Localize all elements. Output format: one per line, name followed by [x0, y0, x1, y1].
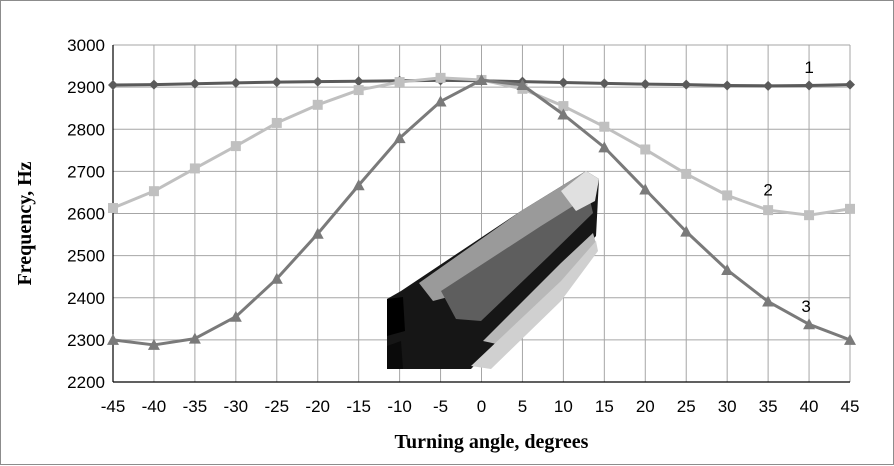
y-tick-label: 2200: [67, 373, 105, 392]
series-2-point: [722, 190, 733, 201]
series-3-point: [475, 73, 488, 85]
series-2-point: [599, 121, 610, 132]
x-tick-label: 20: [636, 397, 655, 416]
y-tick-label: 2800: [67, 120, 105, 139]
series-3-point: [762, 295, 775, 307]
x-tick-label: -10: [387, 397, 412, 416]
series-2-point: [189, 163, 200, 174]
series-2-point: [558, 101, 569, 112]
x-tick-label: 40: [800, 397, 819, 416]
series-2-point: [148, 186, 159, 197]
series-1-point: [599, 78, 610, 89]
x-tick-label: -20: [305, 397, 330, 416]
x-tick-label: -25: [264, 397, 289, 416]
series-3-point: [434, 95, 447, 107]
series-1-point: [312, 76, 323, 87]
y-tick-label: 2400: [67, 289, 105, 308]
series-3-point: [721, 263, 734, 275]
series-2-point: [845, 203, 855, 214]
series-3-point: [598, 141, 611, 153]
series-1-point: [763, 80, 774, 91]
series-2-label: 2: [763, 181, 772, 200]
series-3-point: [639, 183, 652, 195]
y-axis-title: Frequency, Hz: [14, 161, 36, 285]
series-2-point: [804, 210, 815, 221]
series-2-point: [681, 168, 692, 179]
series-2-point: [394, 77, 405, 88]
series-1-point: [353, 76, 364, 87]
y-tick-label: 2900: [67, 78, 105, 97]
series-3-point: [557, 108, 570, 120]
labels: 220023002400250026002700280029003000-45-…: [14, 36, 859, 453]
y-tick-label: 2600: [67, 205, 105, 224]
series-1-point: [271, 77, 282, 88]
x-tick-label: 30: [718, 397, 737, 416]
series-3-point: [844, 333, 856, 345]
x-tick-label: -45: [101, 397, 126, 416]
series-1-point: [845, 79, 855, 90]
series-2-point: [312, 99, 323, 110]
series-3-point: [270, 272, 283, 284]
series-3-point: [107, 333, 119, 345]
x-tick-label: -35: [183, 397, 208, 416]
x-tick-label: -40: [142, 397, 167, 416]
x-tick-label: 15: [595, 397, 614, 416]
series-1-point: [722, 80, 733, 91]
series-1-label: 1: [804, 58, 813, 77]
series-3-point: [229, 310, 242, 322]
series-1-point: [681, 79, 692, 90]
series: [107, 72, 856, 350]
y-tick-label: 2300: [67, 331, 105, 350]
x-tick-label: -5: [433, 397, 448, 416]
x-tick-label: 10: [554, 397, 573, 416]
series-2-point: [108, 203, 118, 214]
series-3-point: [516, 79, 529, 91]
series-1-point: [189, 78, 200, 89]
x-tick-label: 25: [677, 397, 696, 416]
series-1-point: [108, 80, 118, 91]
x-tick-label: -15: [346, 397, 371, 416]
series-1-point: [640, 79, 651, 90]
series-3-point: [188, 332, 201, 344]
series-3-point: [803, 318, 816, 330]
series-2-point: [271, 117, 282, 128]
x-axis-title: Turning angle, degrees: [395, 431, 589, 453]
series-3-point: [311, 227, 324, 239]
x-tick-label: 35: [759, 397, 778, 416]
series-3-label: 3: [801, 297, 810, 316]
x-tick-label: 5: [518, 397, 527, 416]
series-1-point: [558, 77, 569, 88]
axes: [112, 45, 850, 383]
y-tick-label: 2500: [67, 247, 105, 266]
series-3-point: [352, 179, 365, 191]
x-tick-label: -30: [224, 397, 249, 416]
series-3-point: [393, 132, 406, 144]
series-1-point: [148, 79, 159, 90]
x-tick-label: 45: [841, 397, 860, 416]
series-3-point: [147, 338, 160, 350]
x-tick-label: 0: [477, 397, 486, 416]
series-1-point: [804, 80, 815, 91]
series-2-point: [763, 205, 774, 216]
series-1-point: [230, 77, 241, 88]
y-tick-label: 3000: [67, 36, 105, 55]
series-2-point: [435, 72, 446, 83]
series-2-point: [230, 141, 241, 152]
series-2-point: [353, 85, 364, 96]
series-3-point: [680, 225, 693, 237]
turbine-blade-inset-image: [387, 171, 599, 369]
y-tick-label: 2700: [67, 162, 105, 181]
series-2-point: [640, 144, 651, 155]
